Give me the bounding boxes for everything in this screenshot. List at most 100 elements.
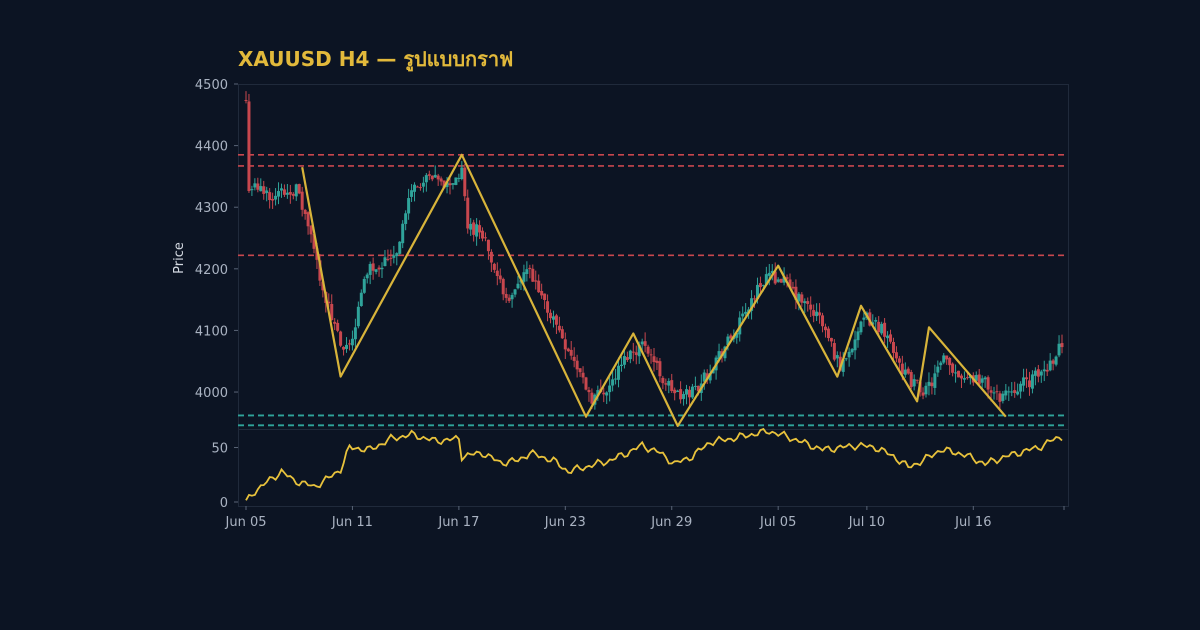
candle-body	[619, 364, 623, 367]
oscillator	[245, 427, 1063, 501]
candle-body	[1042, 369, 1046, 372]
candle-body	[566, 348, 570, 352]
candle-body	[277, 191, 281, 197]
candle-body	[726, 336, 730, 346]
candle-body	[540, 291, 544, 296]
candle-body	[282, 189, 286, 195]
candle-body	[948, 358, 952, 366]
candle-body	[761, 284, 765, 286]
x-tick-label: Jun 17	[437, 515, 479, 530]
candle-body	[581, 372, 585, 378]
candle-body	[466, 197, 470, 229]
candle-body	[877, 321, 881, 333]
candle-body	[424, 175, 428, 183]
candle-body	[469, 223, 473, 230]
candle-body	[451, 183, 455, 185]
candle-body	[767, 272, 771, 276]
candle-body	[912, 379, 916, 387]
candle-body	[253, 183, 257, 188]
candle-body	[906, 368, 910, 374]
candle-body	[279, 188, 283, 191]
price-y-ticks: 4000 4100 4200 4300 4400 4500	[195, 78, 238, 401]
candle-body	[936, 366, 940, 373]
candle-body	[510, 294, 514, 300]
candle-body	[744, 311, 748, 314]
candle-body	[554, 315, 558, 325]
candle-body	[933, 373, 937, 388]
candle-body	[862, 317, 866, 320]
y-tick-label: 4000	[195, 386, 228, 401]
candle-body	[974, 375, 978, 381]
candle-body	[560, 329, 564, 339]
candle-body	[339, 331, 343, 346]
candle-body	[445, 181, 449, 188]
candle-body	[894, 352, 898, 359]
candle-body	[788, 279, 792, 288]
candle-body	[525, 269, 529, 274]
candle-body	[622, 356, 626, 365]
candle-body	[897, 358, 901, 363]
candle-body	[880, 323, 884, 334]
osc-tick-label: 0	[220, 496, 228, 511]
candle-body	[551, 316, 555, 320]
candle-body	[262, 186, 266, 194]
oscillator-y-ticks: 0 50	[211, 442, 238, 511]
candle-body	[463, 167, 467, 197]
candle-body	[939, 362, 943, 366]
candle-body	[841, 359, 845, 372]
candle-body	[531, 268, 535, 282]
candle-body	[513, 289, 517, 295]
candle-body	[640, 341, 644, 345]
candle-body	[410, 190, 414, 197]
candle-body	[750, 298, 754, 311]
candle-body	[495, 270, 499, 276]
x-tick-label: Jun 11	[331, 515, 373, 530]
candle-body	[800, 294, 804, 303]
y-tick-label: 4300	[195, 201, 228, 216]
candle-body	[389, 257, 393, 259]
candle-body	[856, 331, 860, 341]
candle-body	[584, 377, 588, 390]
candle-body	[838, 356, 842, 371]
candle-body	[395, 253, 399, 257]
candle-body	[309, 225, 313, 235]
candle-body	[965, 377, 969, 379]
candle-body	[342, 346, 346, 350]
candle-body	[818, 312, 822, 316]
candle-body	[883, 322, 887, 337]
candle-body	[247, 101, 251, 192]
candle-body	[483, 237, 487, 239]
candle-body	[516, 283, 520, 289]
candle-body	[673, 389, 677, 394]
candle-body	[670, 380, 674, 391]
y-axis-label: Price	[172, 242, 187, 274]
candle-body	[300, 191, 304, 210]
candle-body	[353, 327, 357, 340]
candle-body	[507, 297, 511, 301]
candle-body	[611, 379, 615, 386]
candle-body	[687, 389, 691, 398]
candle-body	[685, 389, 689, 395]
candle-body	[318, 260, 322, 281]
candle-body	[1048, 360, 1052, 371]
candle-body	[1010, 391, 1014, 393]
candle-body	[259, 186, 263, 192]
candle-body	[764, 274, 768, 285]
candle-body	[614, 378, 618, 380]
candle-body	[460, 167, 464, 180]
candle-body	[992, 392, 996, 394]
candle-body	[356, 306, 360, 327]
candle-body	[327, 301, 331, 304]
candle-body	[546, 301, 550, 313]
candle-body	[815, 311, 819, 317]
candle-body	[380, 267, 384, 270]
candle-body	[773, 271, 777, 284]
candle-body	[297, 184, 301, 194]
candle-body	[489, 251, 493, 263]
candle-body	[303, 209, 307, 214]
candle-body	[755, 284, 759, 300]
candle-body	[676, 390, 680, 392]
candle-body	[850, 349, 854, 353]
candle-body	[983, 377, 987, 380]
